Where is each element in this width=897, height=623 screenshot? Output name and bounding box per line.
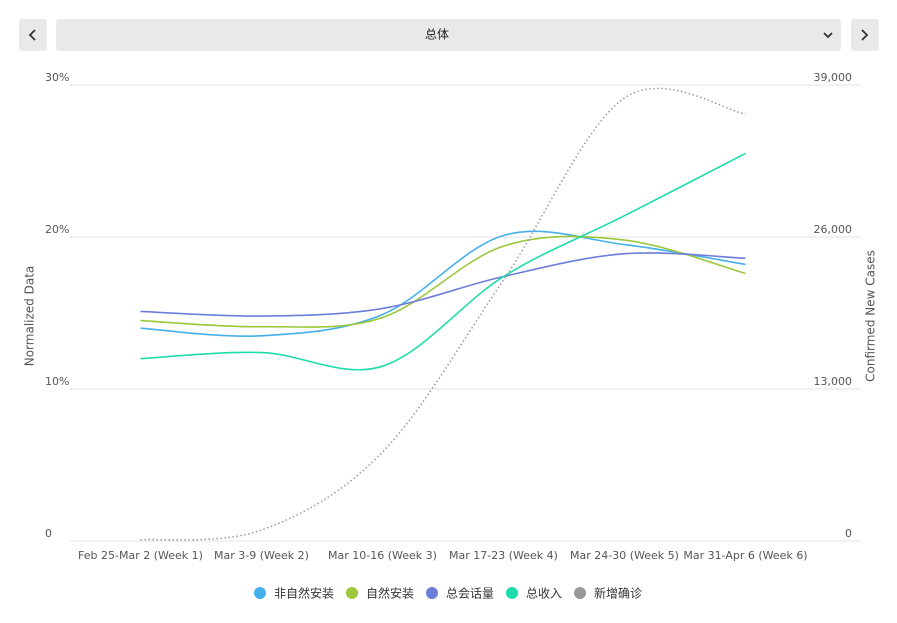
y-tick-label: 0	[45, 527, 52, 540]
x-tick-label: Feb 25-Mar 2 (Week 1)	[78, 549, 203, 562]
y2-tick-label: 39,000	[814, 71, 853, 84]
series-line	[140, 152, 746, 371]
y2-tick-label: 26,000	[814, 223, 853, 236]
y2-tick-label: 0	[845, 527, 852, 540]
legend-marker	[253, 587, 266, 599]
next-icon	[861, 29, 869, 41]
x-tick-label: Mar 31-Apr 6 (Week 6)	[683, 549, 807, 562]
legend-item: 总收入	[506, 587, 562, 601]
legend-label: 总会话量	[446, 587, 494, 601]
series-line	[140, 252, 746, 317]
dropdown[interactable]	[56, 19, 841, 51]
series-line	[140, 230, 746, 337]
dropdown-label: 总体	[425, 28, 449, 42]
series-line	[140, 235, 746, 328]
y2-axis-title: Confirmed New Cases	[864, 250, 878, 382]
legend-label: 非自然安装	[274, 586, 334, 601]
series-line	[140, 87, 746, 541]
dropdown-icon	[823, 32, 833, 39]
y-tick-label: 30%	[45, 71, 69, 84]
y2-tick-label: 13,000	[814, 375, 853, 388]
legend-item: 非自然安装	[253, 586, 334, 601]
legend-label: 自然安装	[366, 586, 414, 601]
legend-label: 新增确诊	[594, 586, 642, 601]
next-button[interactable]	[851, 19, 879, 51]
legend-marker	[574, 587, 587, 599]
legend-marker	[345, 587, 358, 599]
legend-item: 自然安装	[345, 586, 414, 601]
legend-item: 新增确诊	[574, 586, 642, 601]
legend-marker	[506, 587, 519, 599]
x-tick-label: Mar 10-16 (Week 3)	[328, 549, 437, 562]
x-tick-label: Mar 24-30 (Week 5)	[570, 549, 679, 562]
legend-marker	[425, 587, 438, 599]
x-tick-label: Mar 17-23 (Week 4)	[449, 549, 558, 562]
legend-label: 总收入	[526, 587, 562, 601]
y-tick-label: 10%	[45, 375, 69, 388]
y-tick-label: 20%	[45, 223, 69, 236]
prev-icon	[28, 29, 36, 41]
y-axis-title: Normalized Data	[23, 266, 37, 367]
x-tick-label: Mar 3-9 (Week 2)	[214, 549, 309, 562]
prev-button[interactable]	[19, 19, 47, 51]
legend-item: 总会话量	[425, 587, 494, 601]
